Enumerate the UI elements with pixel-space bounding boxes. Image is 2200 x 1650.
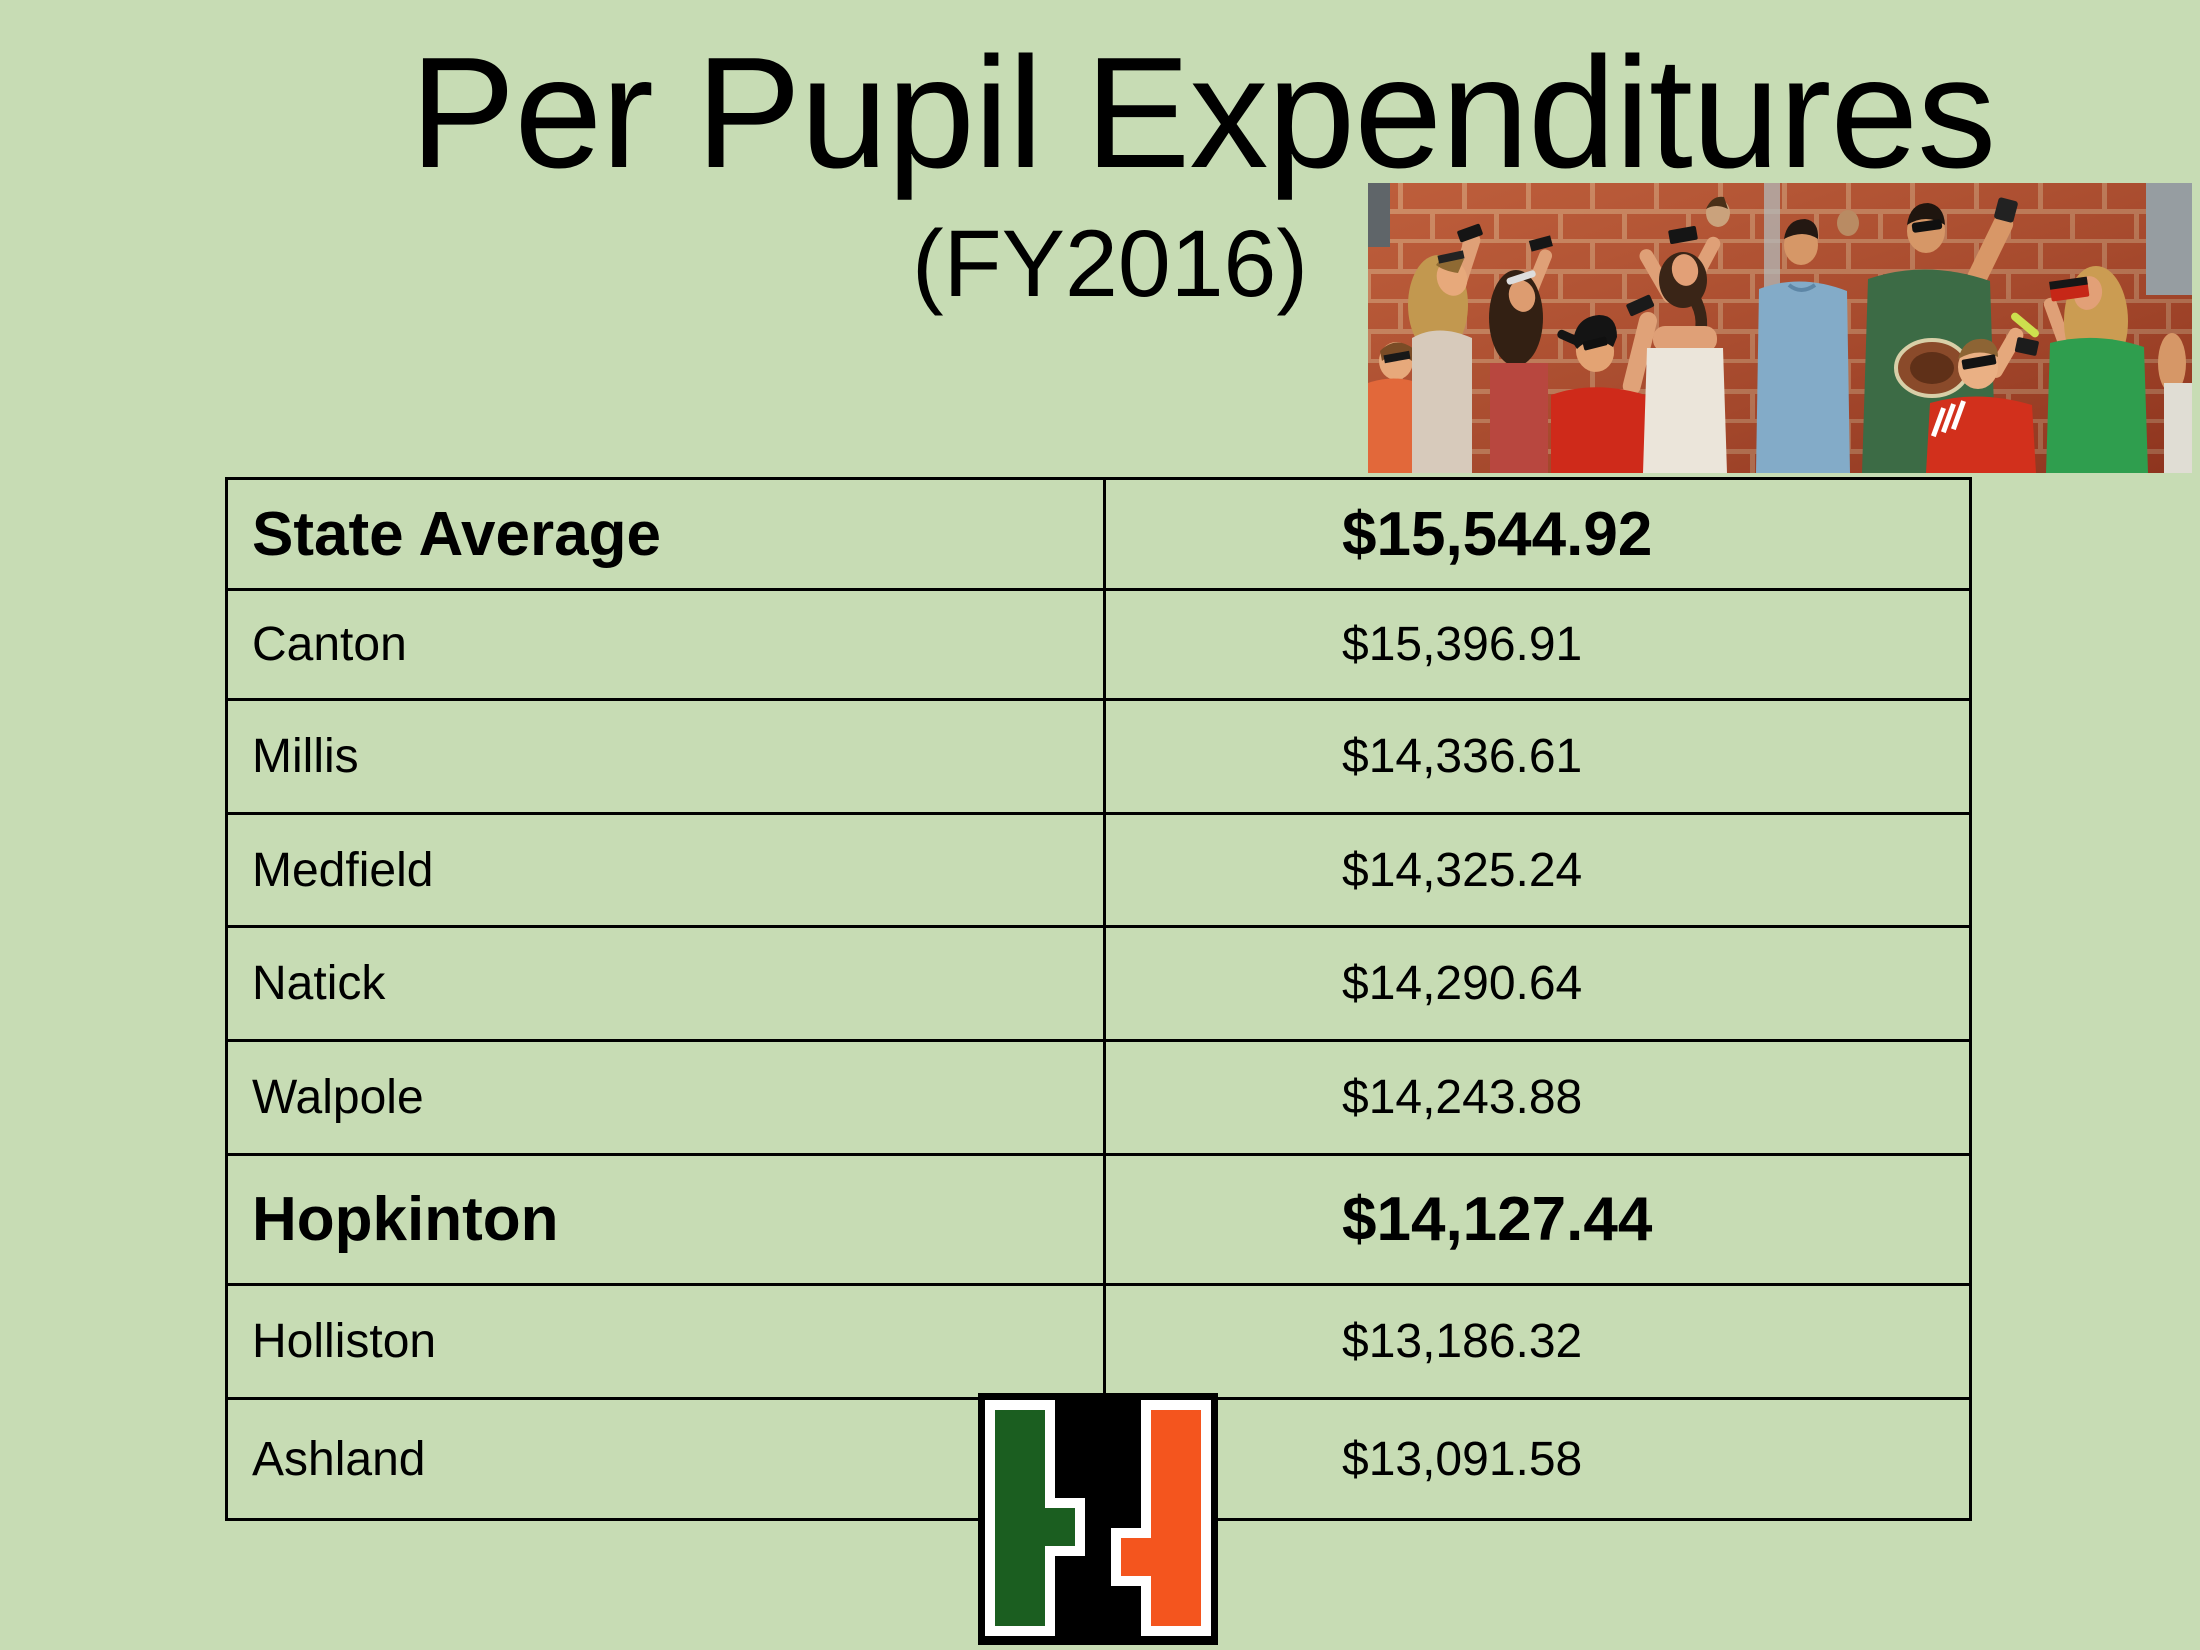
amount-cell: $14,290.64 [1106, 928, 1969, 1039]
slide-title: Per Pupil Expenditures [410, 34, 1995, 192]
table-row: Medfield$14,325.24 [228, 815, 1969, 928]
table-row: Canton$15,396.91 [228, 591, 1969, 701]
district-cell: Medfield [228, 815, 1106, 925]
amount-cell: $15,396.91 [1106, 591, 1969, 698]
district-cell: Ashland [228, 1400, 1106, 1518]
amount-cell: $13,091.58 [1106, 1400, 1969, 1518]
amount-cell: $14,243.88 [1106, 1042, 1969, 1153]
table-row: Natick$14,290.64 [228, 928, 1969, 1042]
district-cell: State Average [228, 480, 1106, 588]
table-row: State Average$15,544.92 [228, 480, 1969, 591]
slide-subtitle: (FY2016) [912, 217, 1308, 312]
district-cell: Walpole [228, 1042, 1106, 1153]
amount-cell: $13,186.32 [1106, 1286, 1969, 1397]
table-row: Hopkinton$14,127.44 [228, 1156, 1969, 1286]
hopkinton-h-logo [978, 1393, 1218, 1645]
amount-cell: $14,336.61 [1106, 701, 1969, 812]
expenditure-table: State Average$15,544.92Canton$15,396.91M… [225, 477, 1972, 1521]
district-cell: Millis [228, 701, 1106, 812]
table-row: Holliston$13,186.32 [228, 1286, 1969, 1400]
district-cell: Holliston [228, 1286, 1106, 1397]
table-row: Millis$14,336.61 [228, 701, 1969, 815]
district-cell: Natick [228, 928, 1106, 1039]
district-cell: Hopkinton [228, 1156, 1106, 1283]
eclipse-crowd-photo [1368, 183, 2192, 473]
amount-cell: $14,325.24 [1106, 815, 1969, 925]
district-cell: Canton [228, 591, 1106, 698]
amount-cell: $14,127.44 [1106, 1156, 1969, 1283]
amount-cell: $15,544.92 [1106, 480, 1969, 588]
table-row: Walpole$14,243.88 [228, 1042, 1969, 1156]
